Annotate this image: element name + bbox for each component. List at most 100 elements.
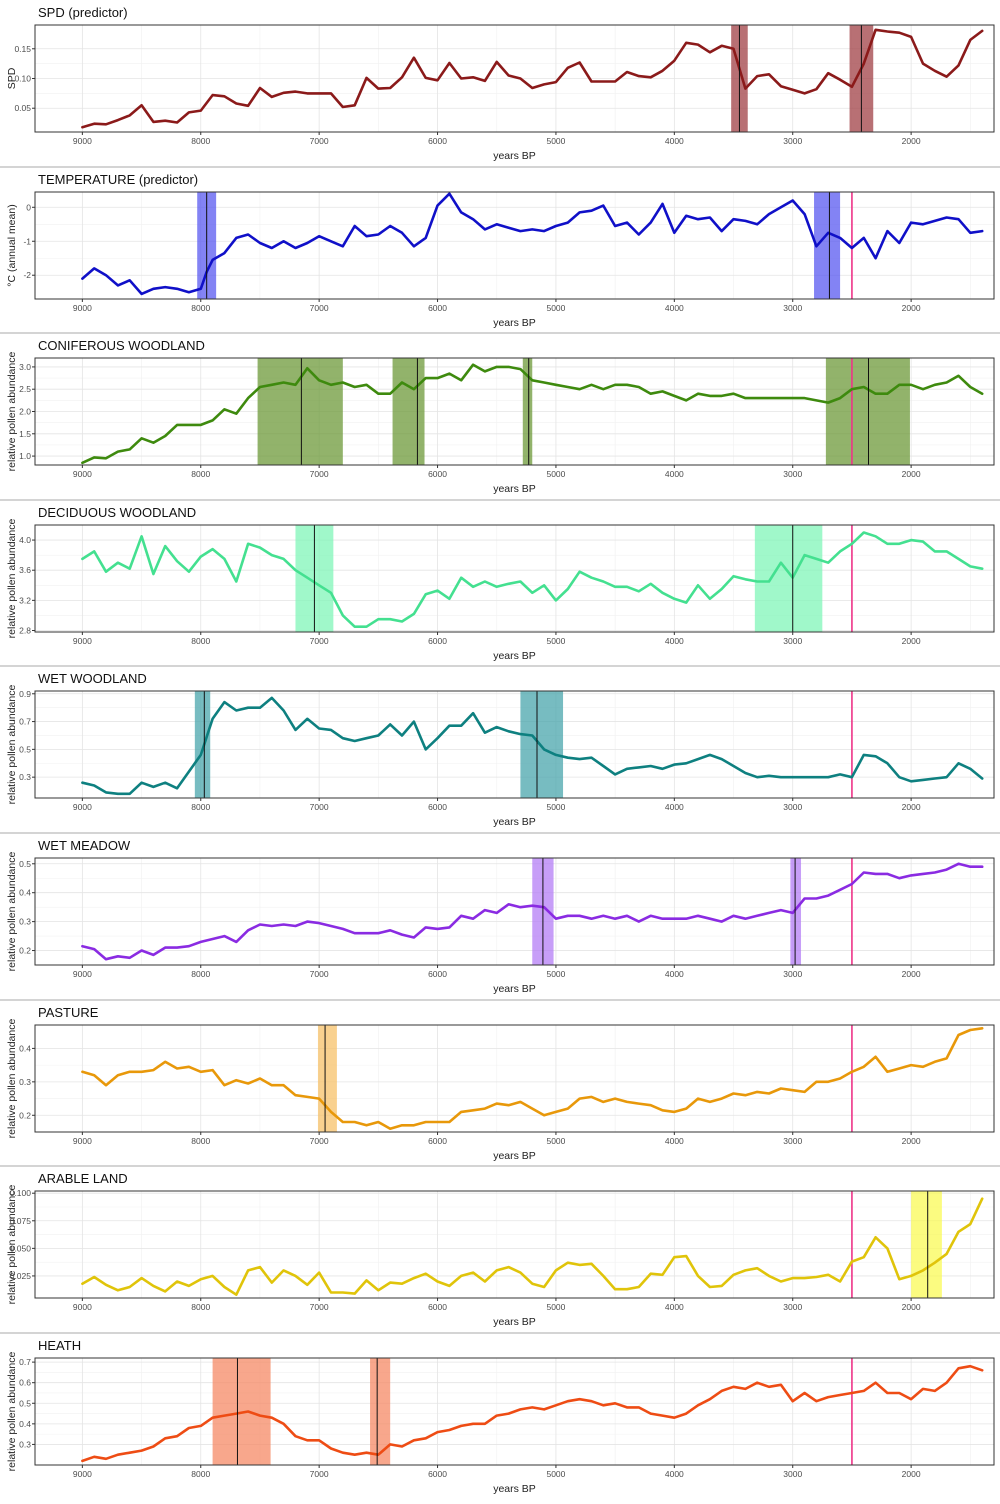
- x-tick-label: 4000: [665, 136, 684, 146]
- y-axis-label: °C (annual mean): [6, 204, 18, 286]
- chart-title: WET WOODLAND: [38, 671, 147, 686]
- change-point-band: [520, 691, 564, 798]
- y-axis-label: relative pollen abundance: [6, 1352, 18, 1472]
- y-tick-label: 3.0: [19, 362, 31, 372]
- x-tick-label: 9000: [73, 1136, 92, 1146]
- line-chart: SPD (predictor) SPD years BP 9000 8000 7000 60…: [6, 5, 995, 162]
- y-tick-label: 1.5: [19, 429, 31, 439]
- y-tick-label: 0.050: [10, 1243, 32, 1253]
- series-line: [81, 696, 984, 796]
- y-axis-label: relative pollen abundance: [6, 519, 18, 639]
- x-tick-label: 5000: [546, 469, 565, 479]
- y-tick-label: 0.9: [19, 689, 31, 699]
- x-tick-label: 5000: [546, 1469, 565, 1479]
- x-tick-label: 7000: [310, 1136, 329, 1146]
- y-tick-label: 0.4: [19, 1043, 31, 1053]
- x-tick-label: 7000: [310, 1469, 329, 1479]
- chart-title: SPD (predictor): [38, 5, 128, 20]
- panel-separator: [0, 499, 1000, 501]
- x-tick-label: 9000: [73, 1469, 92, 1479]
- y-tick-label: 0.5: [19, 744, 31, 754]
- x-axis-label: years BP: [493, 1483, 536, 1495]
- y-tick-label: 3.6: [19, 565, 31, 575]
- x-tick-label: 7000: [310, 469, 329, 479]
- series-line: [81, 1197, 984, 1296]
- x-tick-label: 9000: [73, 469, 92, 479]
- y-tick-label: 2.5: [19, 384, 31, 394]
- panel-separator: [0, 332, 1000, 334]
- plot-frame: [34, 1190, 995, 1299]
- chart-panel: SPD (predictor) SPD years BP 9000 8000 7000 60…: [0, 0, 1000, 166]
- x-tick-label: 6000: [428, 636, 447, 646]
- x-tick-label: 5000: [546, 303, 565, 313]
- x-axis-label: years BP: [493, 483, 536, 495]
- x-tick-label: 2000: [902, 1469, 921, 1479]
- plot-frame: [34, 857, 995, 966]
- x-tick-label: 8000: [191, 1302, 210, 1312]
- y-axis-label: SPD: [6, 67, 18, 89]
- y-tick-label: -2: [23, 270, 31, 280]
- change-point-band: [790, 858, 802, 965]
- x-axis-label: years BP: [493, 1150, 536, 1162]
- line-chart: WET WOODLAND relative pollen abundance yea…: [6, 671, 995, 828]
- y-tick-label: 0.3: [19, 772, 31, 782]
- x-tick-label: 6000: [428, 969, 447, 979]
- y-tick-label: 0.100: [10, 1188, 32, 1198]
- y-tick-label: 4.0: [19, 535, 31, 545]
- series-line: [81, 363, 984, 465]
- y-tick-label: 0.3: [19, 1077, 31, 1087]
- x-tick-label: 6000: [428, 802, 447, 812]
- chart-panel: WET MEADOW relative pollen abundance years…: [0, 833, 1000, 999]
- x-axis-label: years BP: [493, 1316, 536, 1328]
- x-tick-label: 4000: [665, 303, 684, 313]
- x-tick-label: 7000: [310, 1302, 329, 1312]
- x-tick-label: 9000: [73, 636, 92, 646]
- chart-title: DECIDUOUS WOODLAND: [38, 505, 196, 520]
- x-tick-label: 7000: [310, 303, 329, 313]
- series-line: [81, 531, 984, 628]
- y-tick-label: 0.2: [19, 946, 31, 956]
- x-tick-label: 4000: [665, 469, 684, 479]
- change-point-band: [522, 358, 533, 465]
- x-tick-label: 6000: [428, 1469, 447, 1479]
- chart-panel: CONIFEROUS WOODLAND relative pollen abund…: [0, 333, 1000, 499]
- x-tick-label: 8000: [191, 136, 210, 146]
- x-tick-label: 6000: [428, 136, 447, 146]
- panel-separator: [0, 832, 1000, 834]
- x-tick-label: 3000: [783, 802, 802, 812]
- x-tick-label: 3000: [783, 1469, 802, 1479]
- x-tick-label: 2000: [902, 802, 921, 812]
- x-tick-label: 7000: [310, 802, 329, 812]
- y-tick-label: 2.8: [19, 625, 31, 635]
- x-tick-label: 9000: [73, 303, 92, 313]
- panel-separator: [0, 166, 1000, 168]
- x-tick-label: 2000: [902, 636, 921, 646]
- x-tick-label: 5000: [546, 1136, 565, 1146]
- y-tick-label: 0.3: [19, 917, 31, 927]
- chart-title: ARABLE LAND: [38, 1171, 128, 1186]
- x-tick-label: 8000: [191, 1136, 210, 1146]
- chart-panel: TEMPERATURE (predictor) °C (annual mean) y…: [0, 167, 1000, 333]
- x-axis-label: years BP: [493, 650, 536, 662]
- line-chart: HEATH relative pollen abundance years BP 90…: [6, 1338, 995, 1495]
- y-axis-label: relative pollen abundance: [6, 685, 18, 805]
- change-point-band: [911, 1191, 942, 1298]
- x-tick-label: 4000: [665, 969, 684, 979]
- y-tick-label: 0.5: [19, 1398, 31, 1408]
- y-tick-label: 0.7: [19, 1357, 31, 1367]
- panel-separator: [0, 1332, 1000, 1334]
- x-tick-label: 2000: [902, 303, 921, 313]
- y-tick-label: -1: [23, 236, 31, 246]
- y-tick-label: 2.0: [19, 407, 31, 417]
- x-axis-label: years BP: [493, 150, 536, 162]
- x-tick-label: 2000: [902, 136, 921, 146]
- x-tick-label: 5000: [546, 136, 565, 146]
- x-tick-label: 8000: [191, 1469, 210, 1479]
- plot-frame: [34, 524, 995, 633]
- chart-title: PASTURE: [38, 1005, 99, 1020]
- x-tick-label: 5000: [546, 969, 565, 979]
- series-line: [81, 1364, 984, 1463]
- y-tick-label: 1.0: [19, 451, 31, 461]
- x-tick-label: 8000: [191, 303, 210, 313]
